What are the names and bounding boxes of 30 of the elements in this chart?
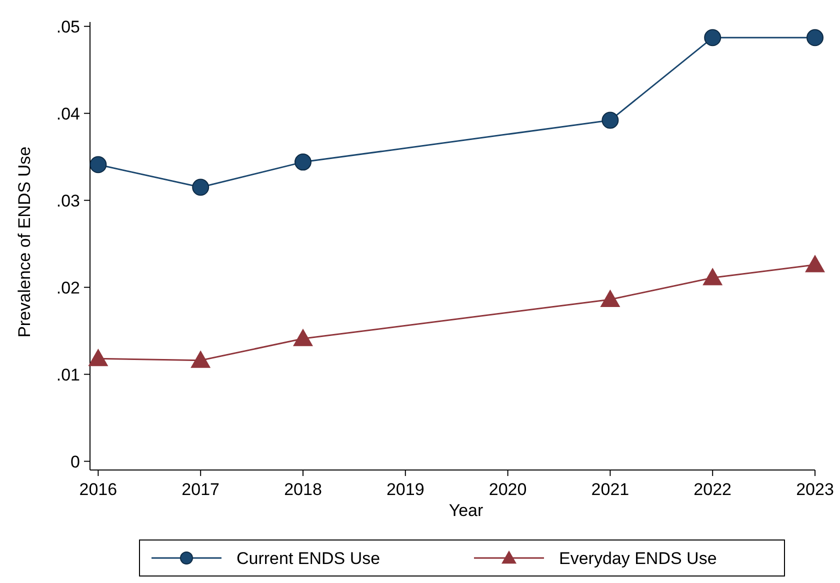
y-tick-label: .04 <box>56 104 80 124</box>
legend-label: Current ENDS Use <box>236 548 380 568</box>
x-tick-label: 2018 <box>284 480 322 499</box>
y-tick-label: 0 <box>70 452 80 472</box>
x-tick-label: 2019 <box>386 480 424 499</box>
y-tick-label: .01 <box>56 365 80 384</box>
point <box>292 328 313 346</box>
x-axis-title: Year <box>448 501 484 520</box>
x-tick-label: 2023 <box>796 480 834 499</box>
point <box>600 290 620 307</box>
point <box>704 29 722 46</box>
y-tick-label: .02 <box>56 278 80 298</box>
x-tick-label: 2020 <box>488 480 527 499</box>
x-tick-label: 2022 <box>694 480 732 499</box>
x-tick-label: 2017 <box>182 480 220 499</box>
point <box>90 156 107 174</box>
point <box>190 350 211 368</box>
x-tick-label: 2016 <box>79 480 118 499</box>
point <box>602 112 619 129</box>
y-tick-label: .03 <box>56 191 80 210</box>
y-tick-label: .05 <box>56 17 80 36</box>
legend-label: Everyday ENDS Use <box>559 548 717 568</box>
y-axis-title: Prevalence of ENDS Use <box>15 146 34 338</box>
point <box>192 178 210 196</box>
point <box>702 268 723 286</box>
point <box>88 348 108 366</box>
x-tick-label: 2021 <box>591 480 630 499</box>
point <box>805 254 825 272</box>
point <box>294 154 312 171</box>
point <box>806 29 824 46</box>
